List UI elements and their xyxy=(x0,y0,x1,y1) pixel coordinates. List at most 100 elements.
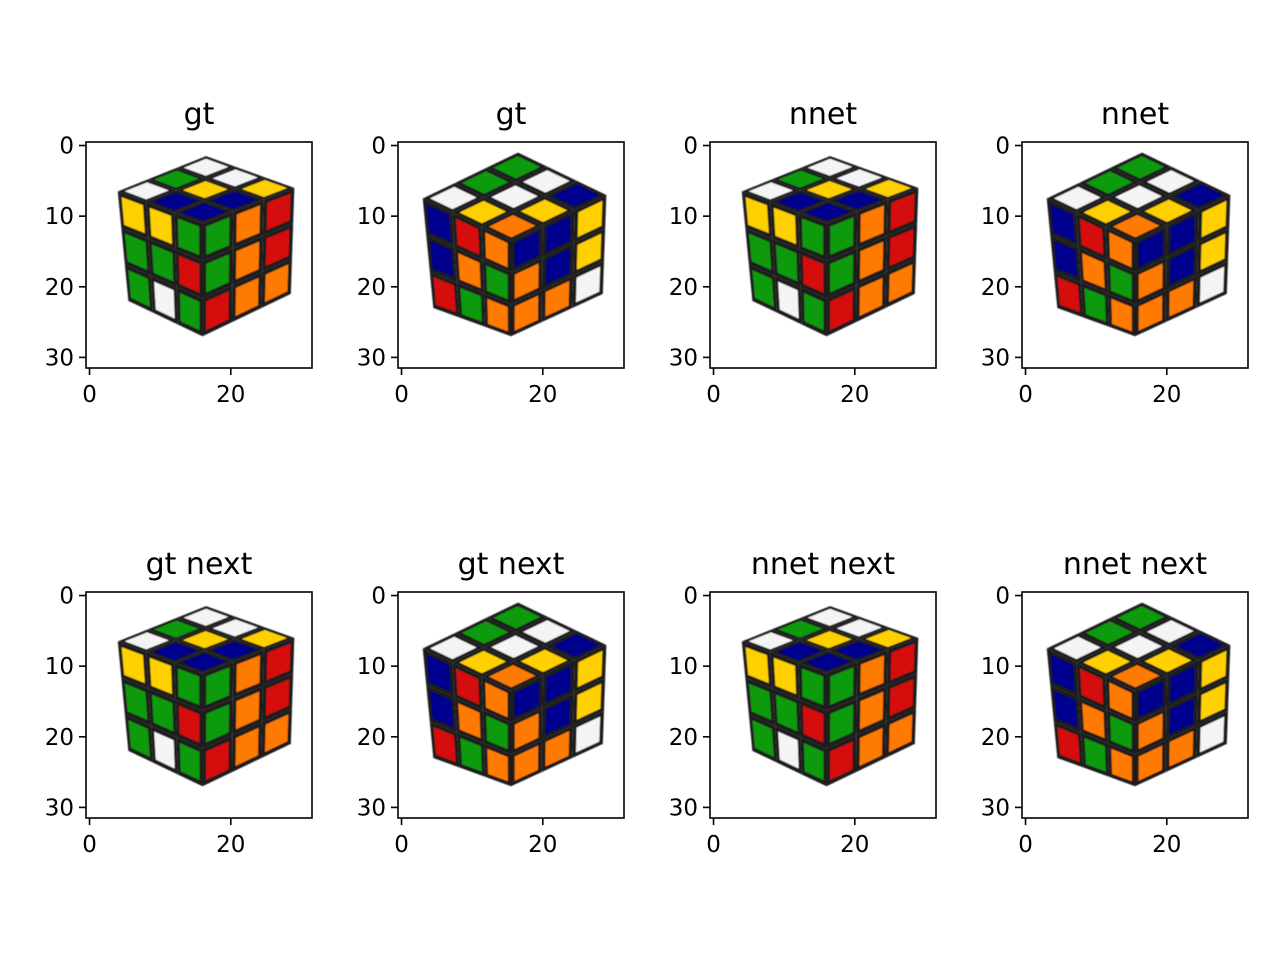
cube-sticker xyxy=(241,629,288,647)
cube-sticker xyxy=(1201,200,1227,238)
cube-sticker xyxy=(455,668,480,705)
cube-sticker xyxy=(430,186,477,210)
subplot-panel: nnet 0 10 20 30 0 20 xyxy=(669,97,937,408)
cube-sticker xyxy=(777,642,822,660)
cube-sticker xyxy=(459,650,507,674)
subplot-title: nnet xyxy=(1101,97,1169,132)
cube-sticker xyxy=(121,197,145,234)
cube-sticker xyxy=(552,634,599,657)
cube-sticker xyxy=(177,218,200,256)
y-tick-label: 0 xyxy=(683,584,698,610)
cube-sticker xyxy=(487,298,508,332)
cube-sticker xyxy=(1082,253,1105,289)
y-tick-label: 30 xyxy=(45,345,74,371)
cube-image xyxy=(741,156,919,337)
cube-sticker xyxy=(265,714,289,752)
y-tick-label: 20 xyxy=(981,275,1010,301)
cube-sticker xyxy=(1144,199,1192,223)
cube-sticker xyxy=(523,170,570,193)
cube-sticker xyxy=(153,642,198,660)
cube-sticker xyxy=(151,244,174,282)
axes-frame xyxy=(397,591,625,819)
cube-sticker xyxy=(520,649,568,673)
cube-sticker xyxy=(206,667,230,705)
cube-sticker xyxy=(1083,650,1131,674)
subplot-title: nnet xyxy=(789,97,857,132)
cube-sticker xyxy=(236,205,260,243)
cube-sticker xyxy=(1110,265,1132,300)
cube-sticker xyxy=(178,705,200,743)
y-tick-label: 30 xyxy=(669,345,698,371)
axes-frame xyxy=(85,591,313,819)
x-tick-label: 20 xyxy=(216,832,245,858)
cube-sticker xyxy=(1138,745,1163,781)
y-tick-label: 0 xyxy=(371,584,386,610)
cube-sticker xyxy=(179,743,200,781)
cube-sticker xyxy=(514,713,539,749)
axes-frame xyxy=(709,141,937,369)
cube-sticker xyxy=(124,182,169,200)
cube-sticker xyxy=(1082,703,1105,739)
y-tick-label: 10 xyxy=(669,654,698,680)
subplot-panel: nnet next 0 10 20 30 0 20 xyxy=(981,547,1249,858)
subplot-title: gt next xyxy=(458,547,565,582)
cube-sticker xyxy=(752,270,774,307)
cube-sticker xyxy=(1084,737,1106,772)
cube-sticker xyxy=(835,191,881,209)
x-tick-label: 0 xyxy=(394,832,409,858)
cube-sticker xyxy=(830,291,853,331)
cube-sticker xyxy=(212,619,258,637)
y-tick-label: 10 xyxy=(45,654,74,680)
cube-sticker xyxy=(1169,698,1194,735)
cube-sticker xyxy=(1115,635,1162,658)
cube-sticker xyxy=(545,281,570,317)
cube-sticker xyxy=(546,216,571,253)
cube-sticker xyxy=(860,655,884,693)
cube-sticker xyxy=(752,720,774,757)
cube-image xyxy=(117,606,295,787)
cube-sticker xyxy=(124,683,148,721)
cube-sticker xyxy=(1147,170,1194,193)
cube-sticker xyxy=(154,620,199,638)
subplot-panel: gt next 0 10 20 30 0 20 xyxy=(357,547,625,858)
cube-sticker xyxy=(520,199,568,223)
cube-sticker xyxy=(830,217,854,255)
subplot-panel: nnet 0 10 20 30 0 20 xyxy=(981,97,1249,408)
y-tick-label: 0 xyxy=(371,134,386,160)
cube-sticker xyxy=(433,277,456,313)
cube-sticker xyxy=(830,667,854,705)
cube-sticker xyxy=(778,170,823,188)
cube-sticker xyxy=(514,681,539,718)
cube-sticker xyxy=(748,683,772,721)
cube-sticker xyxy=(575,716,601,753)
subplot-title: nnet next xyxy=(1063,547,1207,582)
cube-sticker xyxy=(889,714,913,752)
x-tick-label: 0 xyxy=(82,382,97,408)
cube-sticker xyxy=(426,654,451,692)
cube-sticker xyxy=(1200,683,1226,720)
cube-sticker xyxy=(1138,681,1163,718)
subplot-panel: gt next 0 10 20 30 0 20 xyxy=(45,547,313,858)
cube-sticker xyxy=(859,727,883,766)
y-tick-label: 0 xyxy=(59,134,74,160)
subplot-panel: gt 0 10 20 30 0 20 xyxy=(45,97,313,408)
x-tick-label: 20 xyxy=(216,382,245,408)
cube-sticker xyxy=(121,647,145,684)
y-tick-label: 20 xyxy=(357,275,386,301)
cube-sticker xyxy=(486,715,508,750)
cube-sticker xyxy=(235,241,260,280)
cube-sticker xyxy=(1176,184,1223,207)
y-tick-label: 10 xyxy=(45,204,74,230)
y-tick-label: 0 xyxy=(683,134,698,160)
cube-sticker xyxy=(802,705,824,743)
cube-image xyxy=(117,156,295,337)
cube-sticker xyxy=(1054,636,1101,660)
cube-sticker xyxy=(806,181,852,199)
cube-sticker xyxy=(1057,727,1080,763)
x-tick-label: 20 xyxy=(1152,832,1181,858)
cube-sticker xyxy=(775,694,798,732)
cube-sticker xyxy=(178,255,200,293)
cube-sticker xyxy=(151,694,174,732)
cube-sticker xyxy=(128,720,150,757)
cube-sticker xyxy=(181,653,227,671)
